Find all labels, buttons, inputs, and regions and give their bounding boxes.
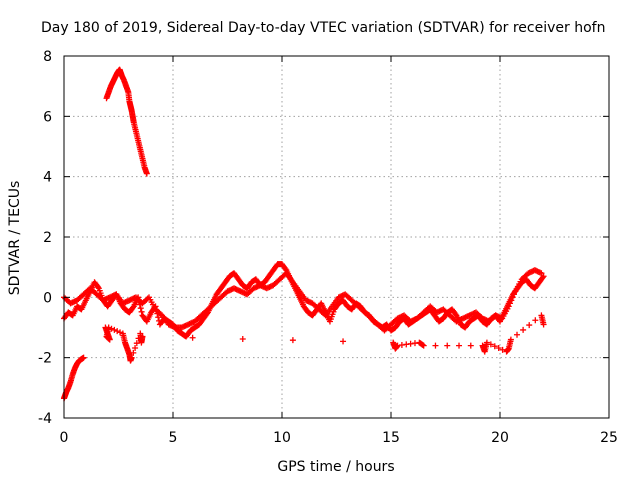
data-point: [540, 273, 547, 280]
series-low-arc: [61, 354, 87, 402]
data-point: [420, 342, 427, 349]
data-point: [509, 294, 516, 301]
data-point: [514, 331, 521, 338]
data-point: [539, 274, 546, 281]
data-point: [108, 325, 115, 332]
data-point: [532, 317, 539, 324]
y-axis-label: SDTVAR / TECUs: [7, 181, 23, 296]
data-point: [505, 303, 512, 310]
series-secondary-band: [61, 267, 545, 334]
x-tick-label: 25: [600, 430, 618, 446]
data-point: [111, 326, 118, 333]
data-point: [491, 343, 498, 350]
data-point: [117, 329, 124, 336]
chart-title: Day 180 of 2019, Sidereal Day-to-day VTE…: [41, 20, 605, 36]
data-point: [132, 345, 139, 352]
x-tick-label: 10: [273, 430, 291, 446]
x-tick-label: 0: [60, 430, 69, 446]
data-point: [95, 284, 102, 291]
data-point: [80, 354, 87, 361]
data-point: [432, 342, 439, 349]
data-point: [130, 349, 137, 356]
x-axis-label: GPS time / hours: [277, 459, 394, 475]
data-point: [128, 354, 135, 361]
data-point: [540, 321, 547, 328]
axis-ticks: 0 5 10 15 20 25 -4 -2 0 2 4 6 8: [38, 49, 618, 446]
data-point: [526, 322, 533, 329]
data-point: [137, 305, 144, 312]
y-tick-label: 0: [43, 290, 52, 306]
data-point: [483, 339, 490, 346]
data-point: [289, 337, 296, 344]
y-tick-label: 2: [43, 230, 52, 246]
grid: [64, 56, 609, 418]
data-marks: [61, 66, 547, 402]
data-point: [507, 336, 514, 343]
data-point: [495, 345, 502, 352]
data-point: [139, 333, 146, 340]
data-point: [189, 334, 196, 341]
data-point: [138, 308, 145, 315]
y-tick-label: 4: [43, 170, 52, 186]
data-point: [508, 297, 515, 304]
data-point: [340, 338, 347, 345]
data-point: [538, 270, 545, 277]
data-point: [157, 311, 164, 318]
data-point: [444, 342, 451, 349]
data-point: [105, 324, 112, 331]
series-dips: [102, 312, 547, 364]
data-point: [507, 300, 514, 307]
x-tick-label: 20: [491, 430, 509, 446]
data-point: [114, 328, 121, 335]
data-point: [467, 342, 474, 349]
data-point: [456, 342, 463, 349]
data-point: [239, 335, 246, 342]
data-point: [510, 291, 517, 298]
data-point: [487, 341, 494, 348]
data-point: [129, 304, 136, 311]
x-tick-label: 15: [382, 430, 400, 446]
data-point: [282, 265, 289, 272]
data-point: [143, 170, 150, 177]
x-tick-label: 5: [169, 430, 178, 446]
y-tick-label: 6: [43, 109, 52, 125]
y-tick-label: -2: [38, 351, 52, 367]
y-tick-label: 8: [43, 49, 52, 65]
data-point: [520, 326, 527, 333]
y-tick-label: -4: [38, 411, 52, 427]
series-high-arc: [103, 66, 150, 177]
data-point: [452, 311, 459, 318]
data-point: [155, 314, 162, 321]
